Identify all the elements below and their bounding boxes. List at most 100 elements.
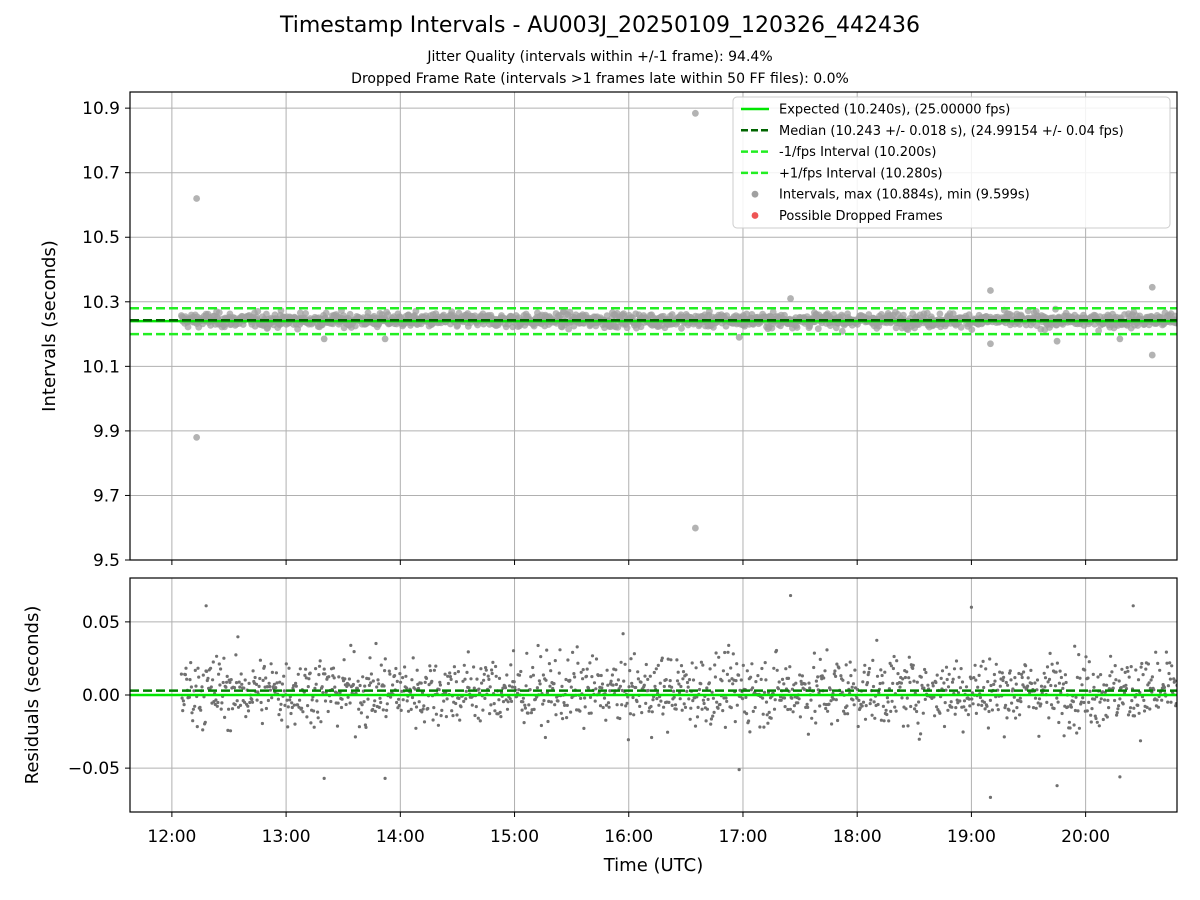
residual-point <box>414 705 419 709</box>
residual-point <box>440 708 444 713</box>
residual-point <box>410 695 415 700</box>
residual-point <box>711 696 716 700</box>
residual-point <box>981 659 985 664</box>
residual-point <box>1144 667 1148 671</box>
residual-point <box>772 666 776 670</box>
residual-point <box>406 709 411 713</box>
chart-subtitle-jitter: Jitter Quality (intervals within +/-1 fr… <box>427 49 773 65</box>
residual-point <box>233 703 237 707</box>
residual-point <box>974 711 979 716</box>
residual-point <box>954 659 959 663</box>
residual-point <box>1031 706 1036 710</box>
residual-point <box>924 670 928 675</box>
residual-point <box>1113 664 1117 668</box>
residual-point <box>466 650 470 654</box>
residual-point <box>954 706 958 710</box>
residual-point <box>437 688 441 692</box>
residual-point <box>950 705 954 709</box>
residual-point <box>857 698 861 703</box>
interval-point <box>1022 321 1030 329</box>
residual-point <box>494 664 498 669</box>
residual-point <box>430 679 434 684</box>
residual-point <box>646 677 650 682</box>
residual-point <box>1018 713 1022 717</box>
residual-point <box>760 666 764 671</box>
residual-point <box>571 650 575 655</box>
residual-point <box>614 668 618 672</box>
residual-point <box>1061 682 1065 686</box>
interval-outlier-point <box>381 335 389 343</box>
interval-point <box>614 324 622 331</box>
residual-point <box>900 696 904 700</box>
residual-point <box>229 678 233 682</box>
residual-point <box>288 698 292 702</box>
residual-point <box>1109 654 1113 658</box>
residual-point <box>1085 709 1089 713</box>
residual-point <box>522 721 526 725</box>
residual-point <box>378 696 382 700</box>
residual-point <box>282 674 286 678</box>
residual-point <box>343 677 347 681</box>
residual-point <box>257 684 261 689</box>
residual-point <box>264 706 268 711</box>
residual-point <box>546 719 550 724</box>
residual-point <box>861 680 865 684</box>
interval-point <box>706 307 713 315</box>
residual-point <box>475 677 479 681</box>
interval-point <box>364 309 372 317</box>
residual-point <box>494 674 498 678</box>
residual-point <box>369 681 373 685</box>
interval-outlier-point <box>193 433 201 441</box>
residual-point <box>803 682 807 686</box>
residual-point <box>675 658 679 662</box>
residual-point <box>363 723 367 727</box>
residual-point <box>959 667 963 671</box>
residual-point <box>729 666 733 670</box>
interval-point <box>254 308 262 315</box>
residual-point <box>583 696 587 700</box>
residual-point <box>490 671 494 676</box>
residual-point <box>1126 713 1131 717</box>
residual-point <box>942 724 947 729</box>
residual-point <box>487 677 491 682</box>
residual-point <box>917 737 921 741</box>
residual-point <box>1156 705 1160 709</box>
residual-point <box>822 676 826 680</box>
residual-point <box>1055 661 1059 665</box>
residual-point <box>1011 687 1015 691</box>
residual-point <box>188 678 192 682</box>
residual-point <box>512 680 516 684</box>
residual-point <box>1008 669 1012 673</box>
residual-point <box>215 654 219 658</box>
residual-point <box>727 679 731 683</box>
residual-point <box>585 667 589 671</box>
residual-point <box>358 683 362 688</box>
residual-point <box>286 705 290 709</box>
residual-point <box>727 643 731 648</box>
x-tick-label: 13:00 <box>262 827 311 847</box>
residual-point <box>205 669 209 674</box>
residual-point <box>970 691 975 695</box>
residual-point <box>581 677 585 681</box>
residual-point <box>815 684 819 688</box>
legend-label: Expected (10.240s), (25.00000 fps) <box>779 103 1010 118</box>
residual-point <box>962 699 967 703</box>
residual-point <box>436 723 440 727</box>
residual-point <box>747 719 751 723</box>
residual-point <box>553 659 557 663</box>
residual-point <box>995 703 999 707</box>
residual-point <box>668 679 672 683</box>
residual-point <box>206 676 210 680</box>
residual-point <box>693 724 698 728</box>
residual-point <box>751 686 755 690</box>
interval-outlier-point <box>1116 335 1124 343</box>
residual-point <box>381 708 385 712</box>
residual-point <box>750 662 754 666</box>
residual-point <box>451 714 455 718</box>
residual-outlier-point <box>204 604 208 608</box>
residual-point <box>717 655 721 659</box>
residual-point <box>260 708 264 712</box>
residual-point <box>598 704 603 708</box>
residual-point <box>934 680 938 685</box>
residual-point <box>871 658 875 663</box>
